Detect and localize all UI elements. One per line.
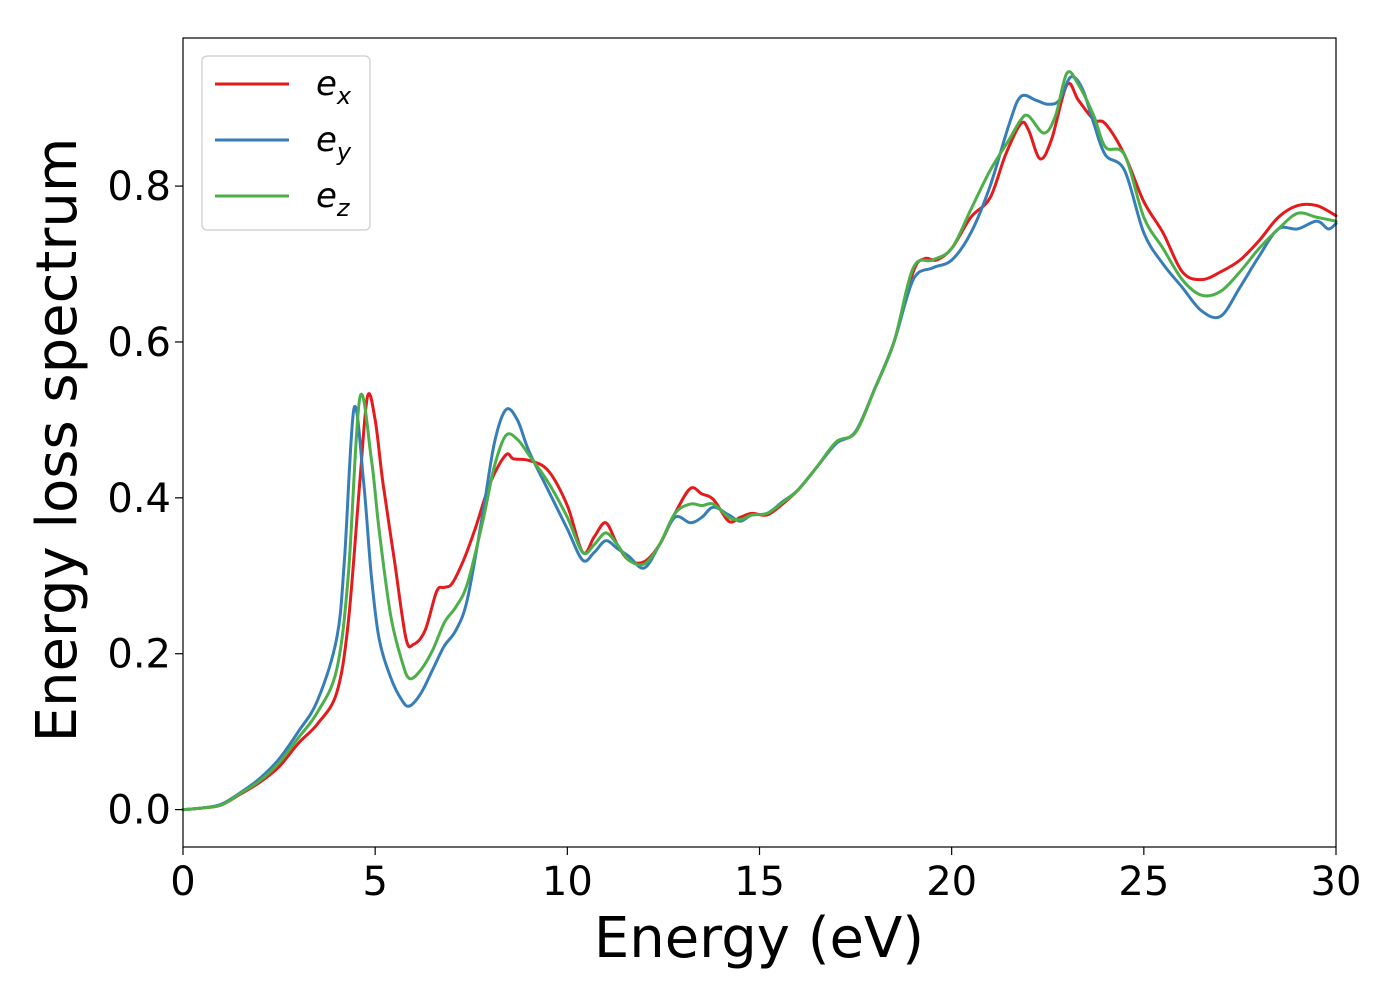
series-lines [181, 70, 1338, 812]
legend-label-ey: ey [316, 120, 352, 166]
x-tick-label: 10 [542, 859, 593, 905]
y-axis-title: Energy loss spectrum [25, 138, 90, 743]
x-tick-label: 0 [170, 859, 195, 905]
legend-label-ez: ez [316, 176, 351, 222]
x-tick-label: 15 [734, 859, 785, 905]
y-tick-label: 0.2 [107, 632, 171, 678]
x-axis-ticks: 0 5 10 15 20 25 30 [170, 847, 1361, 905]
y-tick-label: 0.0 [107, 788, 171, 834]
y-axis-ticks: 0.0 0.2 0.4 0.6 0.8 [107, 164, 183, 834]
x-tick-label: 5 [362, 859, 387, 905]
legend-box [201, 55, 371, 231]
x-axis-title: Energy (eV) [594, 906, 924, 971]
y-tick-label: 0.8 [107, 164, 171, 210]
y-tick-label: 0.6 [107, 320, 171, 366]
legend-label-ex: ex [316, 64, 352, 110]
series-line-ey [181, 75, 1338, 812]
series-line-ez [181, 70, 1338, 812]
y-tick-label: 0.4 [107, 476, 171, 522]
x-tick-label: 20 [926, 859, 977, 905]
x-tick-label: 30 [1311, 859, 1362, 905]
legend: ex ey ez [201, 55, 371, 231]
x-tick-label: 25 [1118, 859, 1169, 905]
